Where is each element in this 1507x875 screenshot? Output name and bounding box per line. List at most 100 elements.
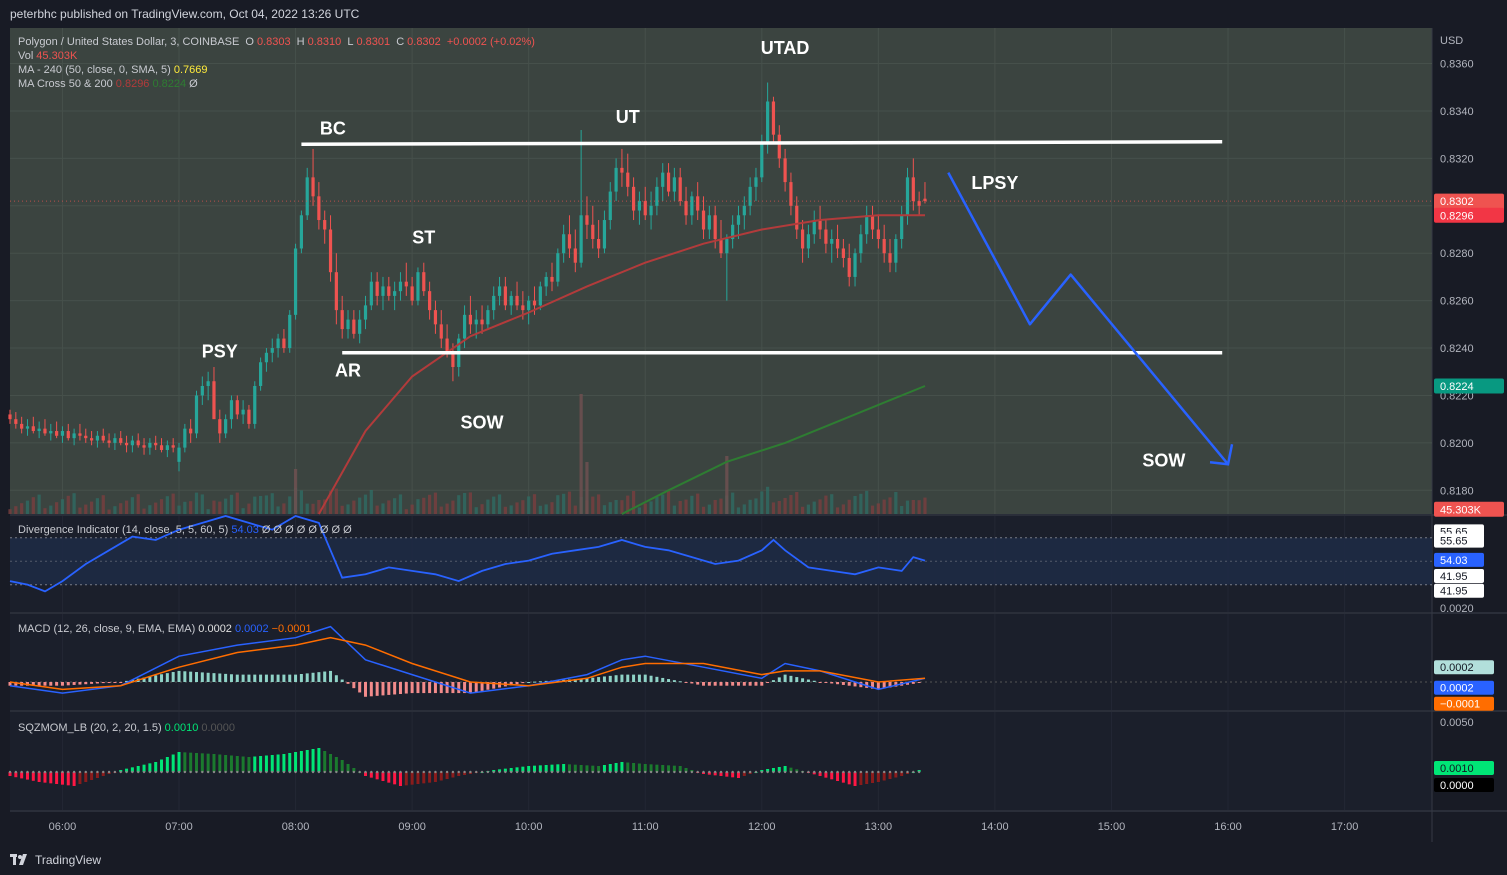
sqzmom-bar — [538, 765, 542, 772]
sqzmom-bar — [602, 765, 606, 772]
squeeze-dot — [212, 770, 216, 774]
macd-histogram-bar — [626, 674, 630, 682]
volume-bar — [72, 493, 76, 514]
macd-histogram-bar — [398, 682, 402, 694]
sqzmom-bar — [527, 766, 531, 772]
macd-line — [9, 625, 926, 694]
publish-header: peterbhc published on TradingView.com, O… — [0, 0, 1507, 28]
squeeze-dot — [597, 770, 600, 774]
squeeze-dot — [469, 770, 472, 774]
volume-legend[interactable]: Vol 45.303K — [18, 50, 78, 62]
macd-badge — [1434, 680, 1494, 695]
squeeze-dot — [498, 770, 501, 774]
candle-body — [631, 186, 636, 211]
macd-legend[interactable]: MACD (12, 26, close, 9, EMA, EMA) 0.0002 0… — [18, 623, 312, 635]
macd-histogram-bar — [830, 682, 834, 684]
sqzmom-tick-label: 0.0050 — [1440, 717, 1474, 729]
macd-histogram-bar — [329, 670, 333, 682]
volume-bar — [288, 496, 292, 514]
sqzmom-bar — [317, 748, 321, 772]
sqzmom-bar — [387, 772, 391, 783]
time-tick-label: 13:00 — [865, 821, 893, 833]
sqzmom-bar — [177, 752, 181, 772]
sqzmom-bar — [136, 766, 140, 772]
sqzmom-bar — [888, 772, 892, 779]
macd-histogram-bar — [783, 674, 787, 682]
squeeze-dot — [609, 770, 612, 774]
macd-histogram-bar — [8, 682, 12, 686]
macd-histogram-bar — [311, 672, 315, 682]
squeeze-dot — [32, 770, 35, 774]
candle-body — [509, 295, 513, 306]
volume-bar — [865, 490, 869, 514]
volume-bar — [497, 494, 502, 514]
squeeze-dot — [131, 770, 134, 774]
macd-histogram-bar — [229, 674, 233, 682]
macd-histogram-bar — [189, 671, 193, 682]
time-tick-label: 11:00 — [632, 821, 659, 833]
squeeze-dot — [818, 770, 822, 774]
sqzmom-bar — [183, 752, 187, 772]
candle-body — [241, 409, 245, 415]
resistance-line — [301, 140, 1223, 146]
volume-bar — [165, 496, 169, 514]
squeeze-dot — [661, 770, 664, 774]
macd-histogram-bar — [498, 682, 502, 688]
candle-body — [806, 234, 811, 249]
squeeze-dot — [177, 770, 181, 774]
macd-histogram-bar — [212, 673, 216, 682]
squeeze-dot — [748, 770, 752, 774]
volume-bar — [573, 505, 577, 514]
candle-body — [258, 362, 263, 386]
sqzmom-bar — [264, 755, 268, 772]
candle-body — [393, 291, 397, 296]
volume-bar — [363, 494, 368, 514]
candle-body — [212, 381, 216, 420]
squeeze-dot — [830, 770, 833, 774]
sqzmom-legend[interactable]: SQZMOM_LB (20, 2, 20, 1.5) 0.0010 0.0000 — [18, 722, 235, 734]
volume-bar — [328, 490, 333, 514]
volume-bar — [521, 500, 525, 514]
sqzmom-bar — [457, 772, 461, 776]
squeeze-dot — [72, 770, 76, 774]
squeeze-dot — [475, 770, 478, 774]
macd-histogram-bar — [585, 678, 589, 682]
squeeze-dot — [230, 770, 233, 774]
volume-bar — [876, 503, 880, 514]
tradingview-brand[interactable]: TradingView — [35, 853, 102, 867]
squeeze-dot — [329, 770, 332, 774]
sqzmom-bar — [72, 772, 76, 786]
candle-body — [865, 215, 869, 235]
symbol-title[interactable]: Polygon / United States Dollar, 3, COINB… — [18, 36, 240, 48]
candle-body — [293, 248, 298, 315]
squeeze-dot — [84, 770, 87, 774]
squeeze-dot — [148, 770, 152, 774]
squeeze-dot — [515, 770, 519, 774]
volume-bar — [253, 496, 257, 514]
macd-histogram-bar — [270, 674, 274, 682]
candle-body — [311, 177, 315, 197]
sqzmom-bar — [43, 772, 47, 783]
candle-body — [573, 248, 577, 263]
squeeze-dot — [521, 770, 525, 774]
time-tick-label: 07:00 — [165, 821, 193, 833]
volume-bar — [532, 494, 537, 514]
currency-label: USD — [1440, 35, 1463, 47]
macross-legend[interactable]: MA Cross 50 & 200 0.8296 0.8224 Ø — [18, 78, 198, 90]
macd-histogram-bar — [288, 674, 292, 682]
volume-bar — [841, 504, 845, 514]
ma-legend[interactable]: MA - 240 (50, close, 0, SMA, 5) 0.7669 — [18, 64, 208, 76]
macd-histogram-bar — [253, 674, 257, 682]
candle-body — [328, 229, 333, 273]
macd-histogram-bar — [836, 682, 840, 685]
candle-body — [661, 172, 665, 187]
divergence-legend[interactable]: Divergence Indicator (14, close, 5, 5, 6… — [18, 524, 352, 536]
volume-bar — [661, 494, 665, 514]
time-tick-label: 14:00 — [981, 821, 1009, 833]
squeeze-dot — [731, 770, 734, 774]
squeeze-dot — [78, 770, 82, 774]
macd-histogram-bar — [428, 682, 432, 694]
macd-histogram-bar — [364, 682, 367, 697]
squeeze-dot — [824, 770, 828, 774]
